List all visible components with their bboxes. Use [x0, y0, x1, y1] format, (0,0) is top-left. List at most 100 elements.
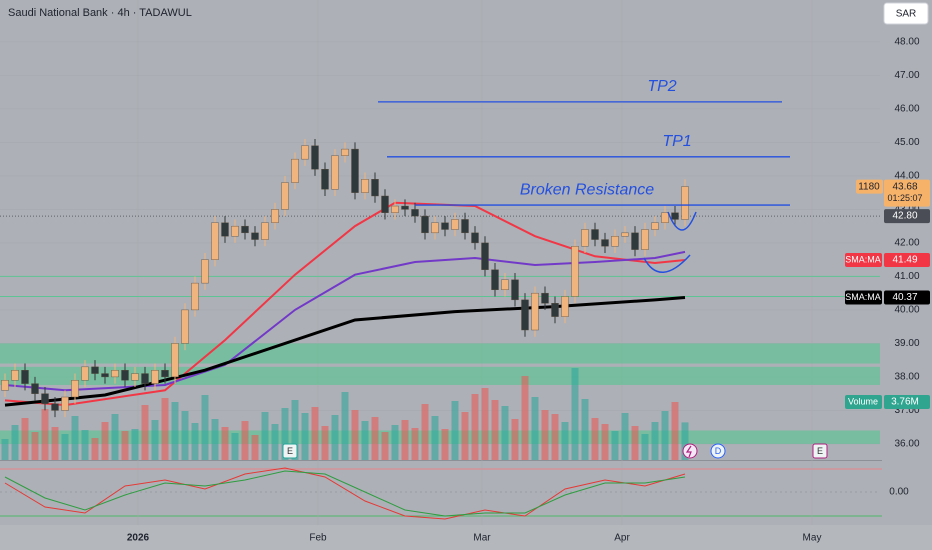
target-label: TP2	[647, 78, 676, 95]
ma-line	[4, 250, 686, 392]
ma-value: 41.49	[892, 255, 917, 266]
candle-body	[81, 366, 89, 381]
currency-button[interactable]	[883, 2, 929, 25]
candle-body	[681, 186, 689, 220]
y-tick-label: 45.00	[894, 137, 919, 148]
volume-bar	[141, 405, 149, 460]
candle-body	[261, 222, 269, 240]
volume-value: 3.76M	[891, 397, 919, 408]
volume-bar	[421, 404, 429, 460]
candle-body	[141, 373, 149, 384]
volume-bar	[441, 429, 449, 460]
candle-body	[431, 222, 439, 234]
volume-bar	[481, 388, 489, 460]
y-tick-label: 47.00	[894, 70, 919, 81]
ma-name: SMA:MA	[845, 292, 881, 302]
event-badge	[710, 443, 726, 459]
candle-body	[211, 222, 219, 260]
volume-bar	[681, 422, 689, 460]
candle-body	[21, 370, 29, 384]
volume-bar	[551, 414, 559, 460]
ma-name-box	[845, 252, 882, 267]
plot: 48.0047.0046.0045.0044.0043.0042.0041.00…	[0, 36, 920, 544]
volume-bar	[391, 425, 399, 460]
volume-bar	[11, 425, 19, 460]
volume-bar	[31, 432, 39, 460]
candle-body	[1, 380, 9, 391]
candle-body	[601, 239, 609, 247]
candle-body	[611, 235, 619, 247]
volume-bar	[61, 434, 69, 460]
volume-bar	[401, 420, 409, 460]
volume-bar	[161, 398, 169, 460]
volume-bar	[621, 413, 629, 460]
osc-line	[4, 467, 686, 520]
y-tick-label: 46.00	[894, 104, 919, 115]
y-tick-label: 40.00	[894, 305, 919, 316]
candle-body	[451, 219, 459, 230]
volume-bar	[671, 402, 679, 460]
cup-arc	[643, 254, 691, 273]
candle-body	[581, 229, 589, 247]
volume-bar	[221, 427, 229, 460]
badge-box	[856, 179, 883, 194]
candle-body	[41, 393, 49, 404]
candle-body	[591, 229, 599, 240]
candle-body	[391, 205, 399, 213]
volume-bar	[1, 439, 9, 460]
candle-body	[91, 366, 99, 374]
candle-body	[121, 370, 129, 381]
volume-bar	[581, 399, 589, 460]
volume-bar	[471, 394, 479, 460]
volume-name-box	[845, 395, 882, 409]
volume-bar	[201, 395, 209, 460]
price-box	[884, 179, 930, 207]
volume-bar	[501, 406, 509, 460]
candle-body	[471, 232, 479, 244]
candle-body	[341, 148, 349, 156]
candle-body	[51, 403, 59, 411]
candle-body	[541, 292, 549, 304]
event-badge	[812, 443, 828, 459]
y-tick-label: 37.00	[894, 405, 919, 416]
candle-body	[311, 145, 319, 170]
ma-line	[4, 201, 686, 407]
osc-tick-label: 0.00	[889, 487, 909, 498]
volume-bar	[241, 421, 249, 460]
volume-bar	[131, 429, 139, 460]
volume-bar	[91, 438, 99, 460]
volume-bar	[281, 408, 289, 460]
candle-body	[171, 343, 179, 378]
x-tick-label: Feb	[309, 533, 327, 544]
volume-bar	[41, 409, 49, 460]
ma-line	[4, 296, 686, 407]
ma-name-box	[845, 290, 882, 305]
volume-bar	[461, 412, 469, 460]
volume-bar	[121, 431, 129, 460]
candle-body	[111, 370, 119, 378]
y-tick-label: 44.00	[894, 171, 919, 182]
volume-bar	[411, 428, 419, 460]
volume-bar	[361, 421, 369, 460]
candle-body	[561, 296, 569, 317]
volume-bar	[251, 435, 259, 460]
y-tick-label: 39.00	[894, 338, 919, 349]
volume-bar	[271, 424, 279, 460]
candle-body	[191, 282, 199, 311]
volume-bar	[261, 412, 269, 460]
candle-body	[291, 158, 299, 183]
target-label: Broken Resistance	[520, 181, 654, 198]
zone	[0, 343, 880, 364]
volume-bar	[431, 416, 439, 460]
volume-bar	[661, 411, 669, 460]
ma-name: SMA:MA	[845, 254, 881, 264]
candle-body	[531, 292, 539, 331]
currency-label[interactable]: SAR	[896, 9, 917, 20]
x-tick-label: 2026	[127, 533, 150, 544]
target-label: TP1	[662, 133, 691, 150]
candle-body	[621, 232, 629, 237]
osc-line	[4, 470, 686, 517]
volume-bar	[211, 419, 219, 460]
candle-body	[371, 179, 379, 197]
